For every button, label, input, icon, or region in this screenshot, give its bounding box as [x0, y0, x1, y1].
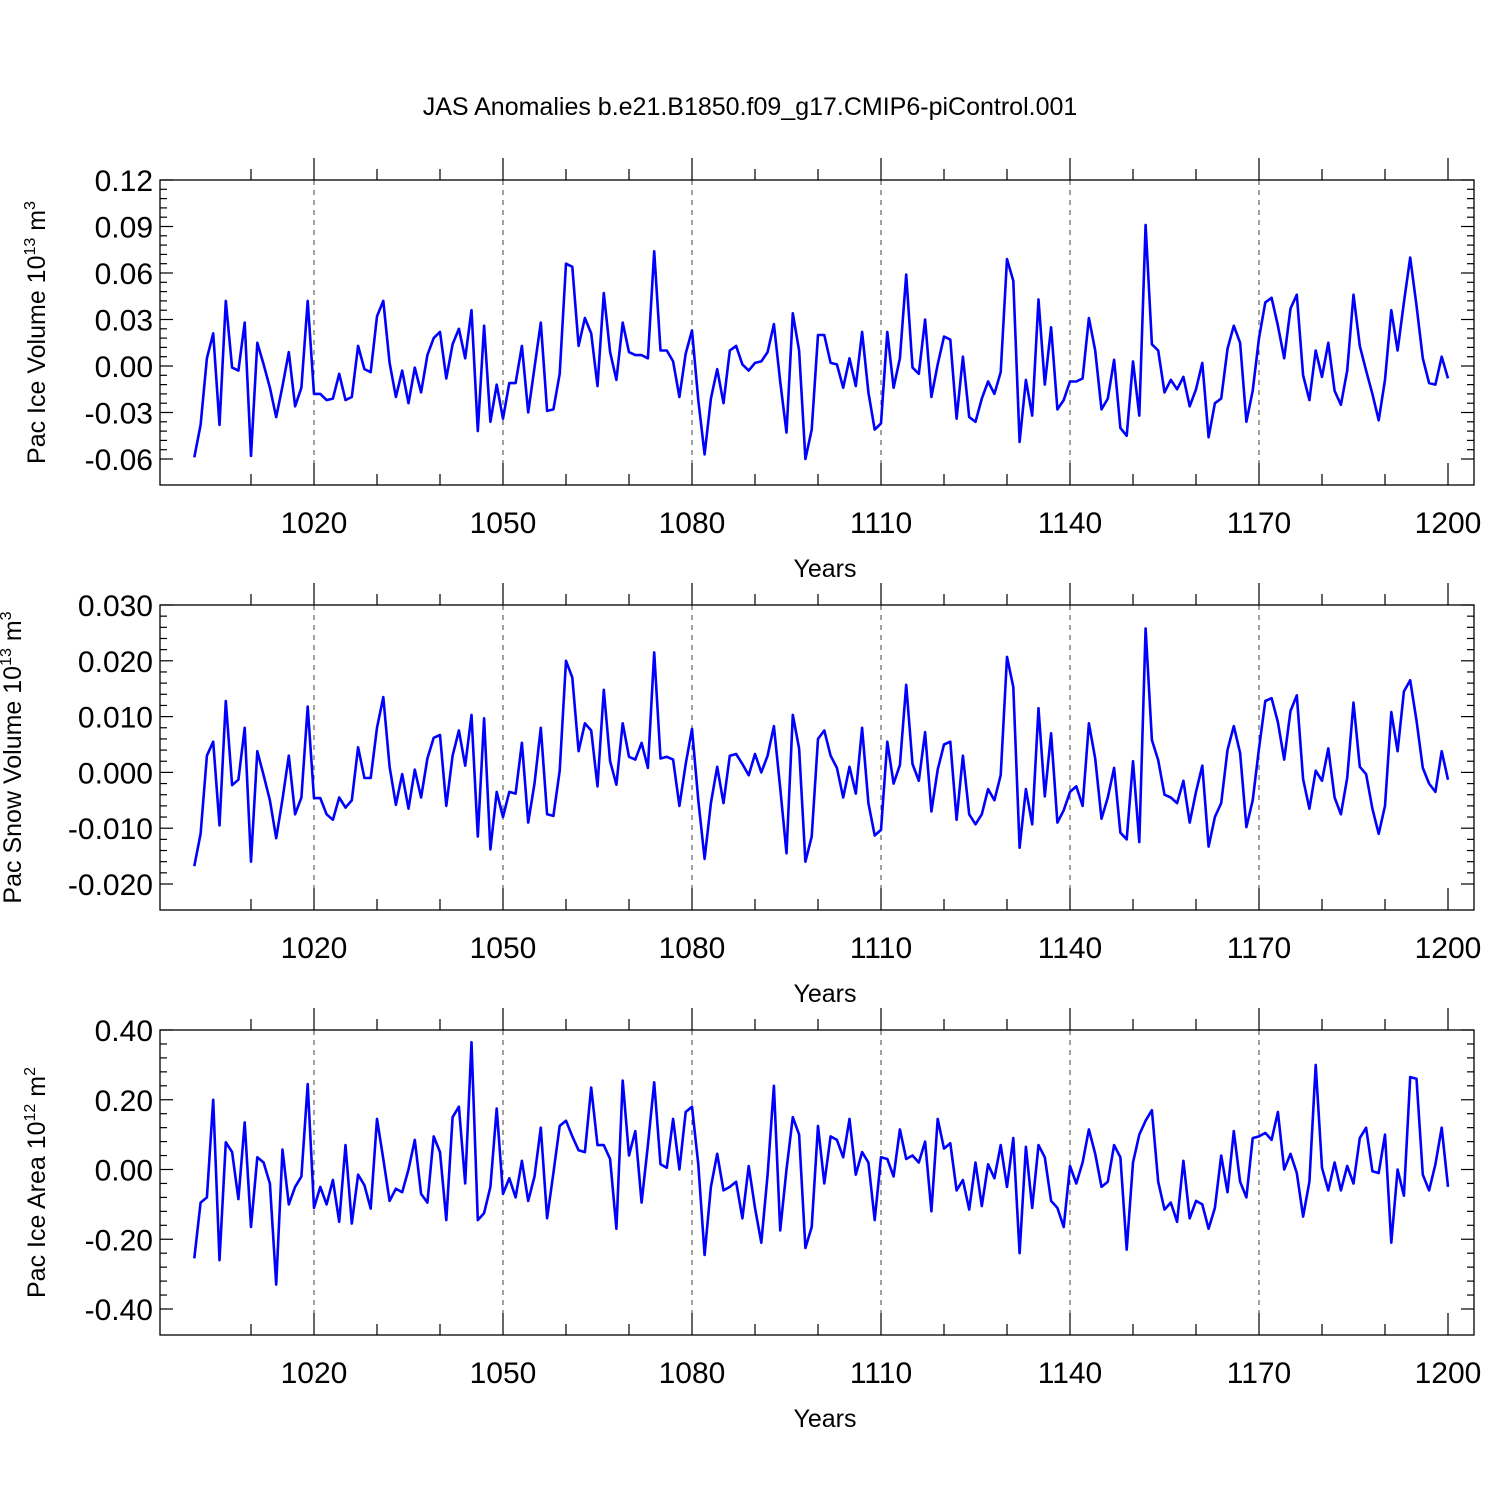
x-tick-label: 1200: [1415, 1357, 1482, 1390]
y-tick-label: 0.00: [95, 351, 153, 384]
y-tick-label: -0.020: [68, 869, 153, 902]
y-tick-label: -0.010: [68, 813, 153, 846]
plot-frame: [159, 179, 1475, 486]
x-tick-label: 1200: [1415, 932, 1482, 965]
y-tick-label: 0.00: [95, 1155, 153, 1188]
series-line: [193, 1040, 1450, 1286]
y-axis-label: Pac Ice Volume 1013 m3: [22, 201, 51, 464]
y-tick-label: 0.030: [78, 590, 153, 623]
y-tick-label: 0.010: [78, 702, 153, 735]
x-axis-label: Years: [793, 555, 856, 583]
x-tick-label: 1050: [470, 1357, 537, 1390]
y-tick-label: -0.20: [85, 1224, 153, 1257]
plot-frame: [159, 604, 1475, 911]
x-tick-label: 1170: [1227, 507, 1292, 540]
x-tick-label: 1110: [850, 1357, 912, 1390]
y-tick-label: -0.06: [85, 444, 153, 477]
x-axis-label: Years: [793, 1405, 856, 1433]
x-tick-label: 1080: [659, 1357, 726, 1390]
x-tick-label: 1140: [1038, 932, 1103, 965]
y-tick-label: 0.03: [95, 305, 153, 338]
plot-frame: [159, 1029, 1475, 1336]
y-tick-label: -0.40: [85, 1294, 153, 1327]
y-tick-label: 0.20: [95, 1085, 153, 1118]
y-axis-label: Pac Snow Volume 1013 m3: [0, 611, 27, 903]
y-tick-label: -0.03: [85, 398, 153, 431]
series-line: [193, 223, 1450, 461]
y-tick-label: 0.12: [95, 165, 153, 198]
x-tick-label: 1110: [850, 507, 912, 540]
x-tick-label: 1140: [1038, 1357, 1103, 1390]
x-tick-label: 1170: [1227, 1357, 1292, 1390]
y-tick-label: 0.09: [95, 212, 153, 245]
x-tick-label: 1020: [281, 1357, 348, 1390]
x-tick-label: 1200: [1415, 507, 1482, 540]
panel-ice-volume: -0.06 -0.03 0.00 0.03 0.06 0.09 0.12 1020 1050 10…: [22, 158, 1481, 583]
x-axis-label: Years: [793, 980, 856, 1008]
x-tick-label: 1170: [1227, 932, 1292, 965]
y-axis-label: Pac Ice Area 1012 m2: [22, 1067, 51, 1298]
x-tick-label: 1110: [850, 932, 912, 965]
chart-title: JAS Anomalies b.e21.B1850.f09_g17.CMIP6-…: [423, 93, 1078, 121]
x-tick-label: 1050: [470, 507, 537, 540]
y-tick-label: 0.000: [78, 757, 153, 790]
x-tick-label: 1050: [470, 932, 537, 965]
panel-ice-area: -0.40 -0.20 0.00 0.20 0.40 1020 1050 1080 1110 11…: [22, 1008, 1481, 1433]
y-tick-label: 0.020: [78, 646, 153, 679]
x-tick-label: 1080: [659, 507, 726, 540]
x-tick-label: 1140: [1038, 507, 1103, 540]
x-tick-label: 1020: [281, 507, 348, 540]
x-tick-label: 1020: [281, 932, 348, 965]
y-tick-label: 0.40: [95, 1015, 153, 1048]
x-tick-label: 1080: [659, 932, 726, 965]
y-tick-label: 0.06: [95, 258, 153, 291]
series-line: [193, 627, 1450, 867]
panel-snow-volume: -0.020 -0.010 0.000 0.010 0.020 0.030 1020 1050…: [0, 583, 1481, 1008]
